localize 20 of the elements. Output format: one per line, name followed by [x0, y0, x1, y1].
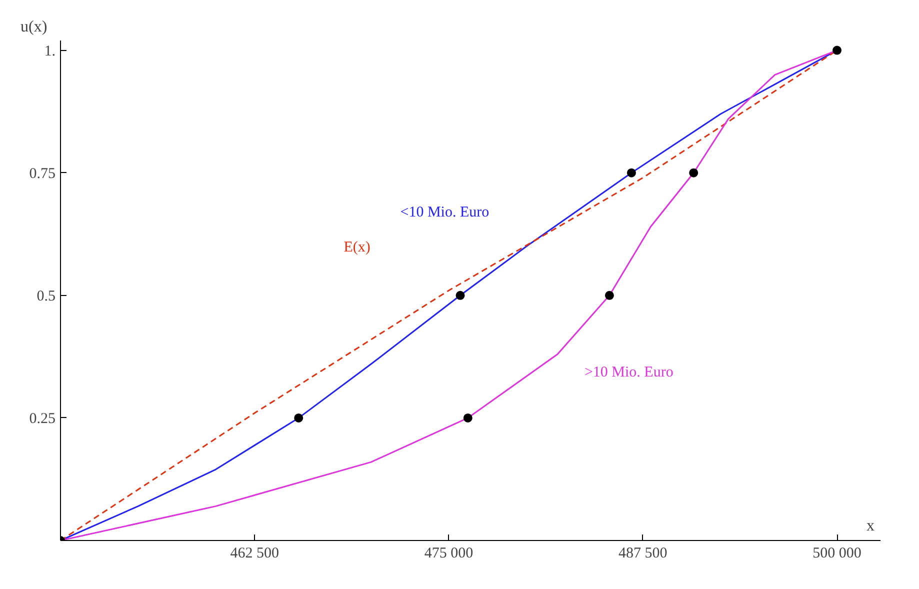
point [689, 168, 698, 178]
x-tick-label: 500 000 [812, 546, 862, 562]
y-tick-label: 0.25 [29, 410, 56, 427]
x-tick-label: 475 000 [424, 546, 474, 562]
point [456, 290, 465, 300]
x-tick-label: 487 500 [618, 546, 668, 562]
point [832, 46, 842, 55]
y-axis-title: u(x) [20, 18, 48, 36]
series-label: >10 Mio. Euro [584, 364, 674, 380]
y-tick-label: 1. [44, 43, 56, 60]
x-tick-label: 462 500 [230, 546, 280, 562]
y-tick-label: 0.75 [29, 166, 56, 182]
point [463, 413, 472, 422]
text: <10 Mio. Euro [400, 204, 490, 220]
x-axis-title: x [866, 518, 874, 534]
y-tick-label: 0.5 [36, 288, 56, 304]
text: E(x) [344, 240, 370, 256]
point [626, 168, 636, 178]
point [294, 413, 304, 422]
point [604, 290, 614, 300]
